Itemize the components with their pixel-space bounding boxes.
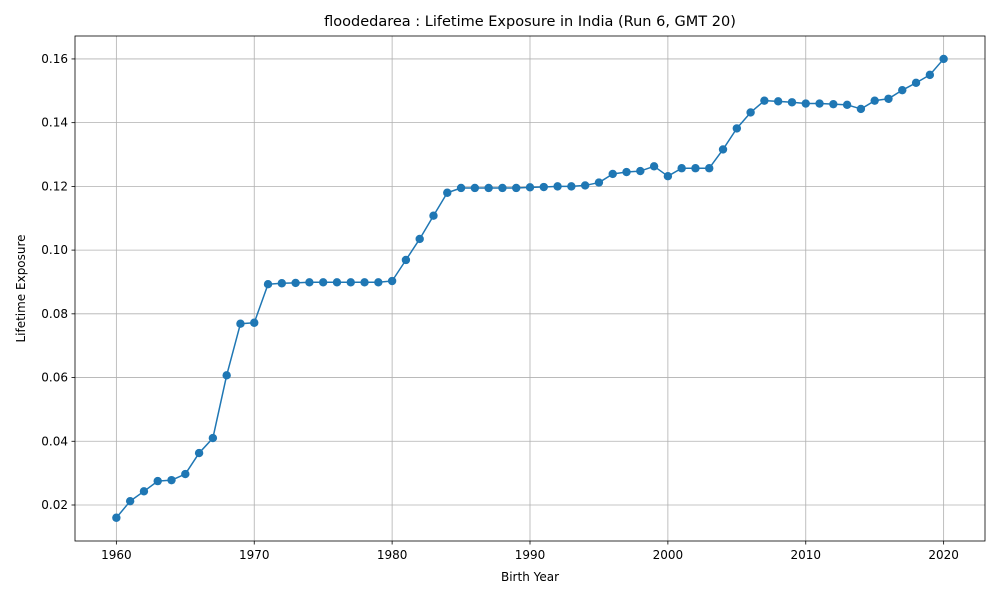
data-point — [870, 96, 879, 105]
data-point — [815, 99, 824, 108]
data-point — [525, 183, 535, 192]
x-axis-title: Birth Year — [501, 570, 559, 584]
data-point — [112, 513, 121, 522]
data-point — [332, 278, 342, 287]
x-tick-label: 2000 — [653, 548, 684, 562]
data-point — [470, 183, 480, 193]
y-tick-label: 0.12 — [41, 179, 68, 193]
data-point — [787, 98, 797, 107]
data-point — [939, 54, 948, 64]
x-tick-label: 1970 — [239, 548, 270, 562]
data-point — [760, 96, 769, 105]
data-point — [677, 164, 686, 173]
data-point — [194, 448, 204, 458]
data-point — [608, 169, 617, 179]
y-tick-label: 0.04 — [41, 434, 68, 448]
data-point — [443, 188, 452, 197]
data-point — [622, 167, 631, 177]
data-point — [456, 183, 466, 193]
data-point — [374, 278, 383, 287]
data-point — [746, 108, 755, 117]
x-tick-label: 1990 — [515, 548, 546, 562]
data-point — [401, 255, 411, 265]
grid — [75, 36, 985, 541]
data-point — [911, 78, 921, 88]
data-point — [167, 475, 176, 485]
data-point — [663, 171, 673, 181]
data-point — [498, 183, 507, 193]
data-series — [112, 54, 948, 522]
data-point — [415, 234, 424, 244]
data-point — [553, 182, 562, 191]
data-point — [636, 166, 645, 176]
data-point — [387, 276, 397, 286]
data-point — [277, 279, 287, 288]
data-point — [691, 164, 700, 173]
data-point — [484, 183, 493, 193]
data-point — [291, 278, 300, 288]
data-point — [829, 99, 838, 109]
data-point — [705, 164, 714, 173]
data-point — [925, 70, 935, 80]
data-point — [856, 104, 866, 114]
y-tick-label: 0.10 — [41, 243, 68, 257]
data-point — [512, 183, 521, 193]
data-point — [842, 100, 852, 110]
y-tick-label: 0.02 — [41, 498, 68, 512]
data-point — [732, 124, 742, 133]
data-point — [263, 279, 273, 289]
y-tick-label: 0.16 — [41, 52, 68, 66]
x-tick-label: 2010 — [790, 548, 821, 562]
data-point — [567, 182, 576, 191]
y-axis-title: Lifetime Exposure — [14, 234, 28, 342]
x-tick-label: 1960 — [101, 548, 132, 562]
data-point — [539, 182, 548, 192]
axis-ticks: 1960 1970 1980 1990 2000 2010 2020 0.02 0.04 0.06… — [41, 52, 959, 562]
data-point — [594, 178, 604, 187]
data-point — [318, 278, 328, 287]
data-point — [346, 278, 355, 287]
y-tick-label: 0.14 — [41, 116, 68, 130]
data-point — [801, 99, 810, 108]
chart-title: floodedarea : Lifetime Exposure in India… — [324, 14, 736, 30]
data-point — [153, 476, 162, 486]
data-point — [139, 487, 149, 496]
x-tick-label: 2020 — [928, 548, 959, 562]
data-point — [208, 433, 218, 443]
data-point — [718, 145, 728, 154]
data-point — [580, 181, 590, 190]
data-point — [898, 85, 907, 95]
data-point — [181, 469, 190, 479]
x-tick-label: 1980 — [377, 548, 408, 562]
data-point — [305, 278, 314, 287]
data-point — [222, 371, 231, 380]
data-point — [649, 162, 659, 171]
data-point — [236, 319, 245, 328]
data-point — [250, 318, 259, 327]
data-point — [125, 496, 135, 506]
data-point — [773, 97, 783, 106]
data-point — [429, 211, 438, 220]
data-point — [884, 94, 893, 103]
y-tick-label: 0.06 — [41, 371, 68, 385]
data-point — [360, 278, 369, 287]
y-tick-label: 0.08 — [41, 307, 68, 321]
